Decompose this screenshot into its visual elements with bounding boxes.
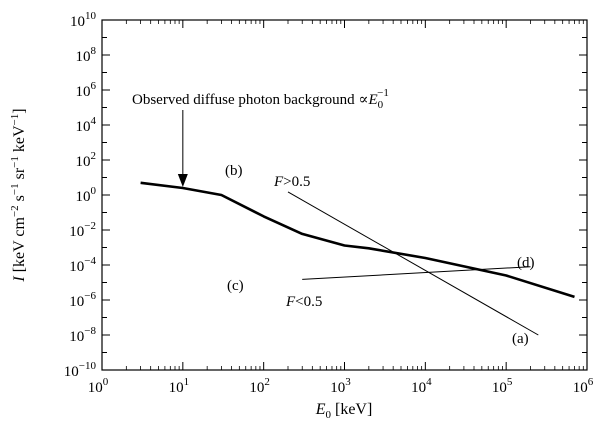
- y-tick-label: 1010: [70, 10, 97, 30]
- axis-ticks: [101, 19, 588, 371]
- x-tick-label: 106: [573, 376, 594, 396]
- x-tick-label: 100: [88, 376, 109, 396]
- x-tick-label: 102: [249, 376, 270, 396]
- label-f-gt: F>0.5: [273, 174, 310, 190]
- y-tick-labels: 1010 108 106 104 102 100 10−2 10−4 10−6 10−8 10−10: [64, 10, 97, 380]
- y-tick-label: 108: [76, 45, 97, 65]
- series-line-a_b: [287, 191, 539, 336]
- y-axis-label: I [keV cm−2 s−1 sr−1 keV−1]: [9, 108, 28, 282]
- x-axis-label: E0 [keV]: [315, 401, 373, 421]
- y-tick-label: 106: [76, 80, 97, 100]
- annotation-observed: Observed diffuse photon background ∝E0−1: [132, 87, 389, 111]
- label-a: (a): [512, 331, 529, 347]
- x-tick-labels: 100 101 102 103 104 105 106: [88, 376, 594, 396]
- series-line-c_d: [302, 266, 531, 280]
- label-b: (b): [225, 163, 243, 179]
- series-line-observed: [140, 181, 575, 299]
- annotation-arrow-head: [177, 174, 188, 188]
- x-tick-label: 103: [330, 376, 351, 396]
- y-tick-label: 10−10: [64, 360, 97, 380]
- y-tick-label: 10−8: [69, 325, 96, 345]
- y-tick-label: 10−4: [69, 255, 96, 275]
- y-tick-label: 102: [76, 150, 97, 170]
- label-c: (c): [227, 278, 244, 294]
- x-tick-label: 101: [169, 376, 190, 396]
- y-tick-label: 100: [76, 185, 97, 205]
- label-f-lt: F<0.5: [285, 294, 322, 310]
- x-tick-label: 105: [492, 376, 513, 396]
- y-tick-label: 10−2: [69, 220, 96, 240]
- y-tick-label: 104: [76, 115, 97, 135]
- y-tick-label: 10−6: [69, 290, 96, 310]
- plot-frame: [101, 19, 588, 371]
- series-group: [140, 181, 575, 336]
- label-d: (d): [517, 255, 535, 271]
- x-tick-label: 104: [411, 376, 432, 396]
